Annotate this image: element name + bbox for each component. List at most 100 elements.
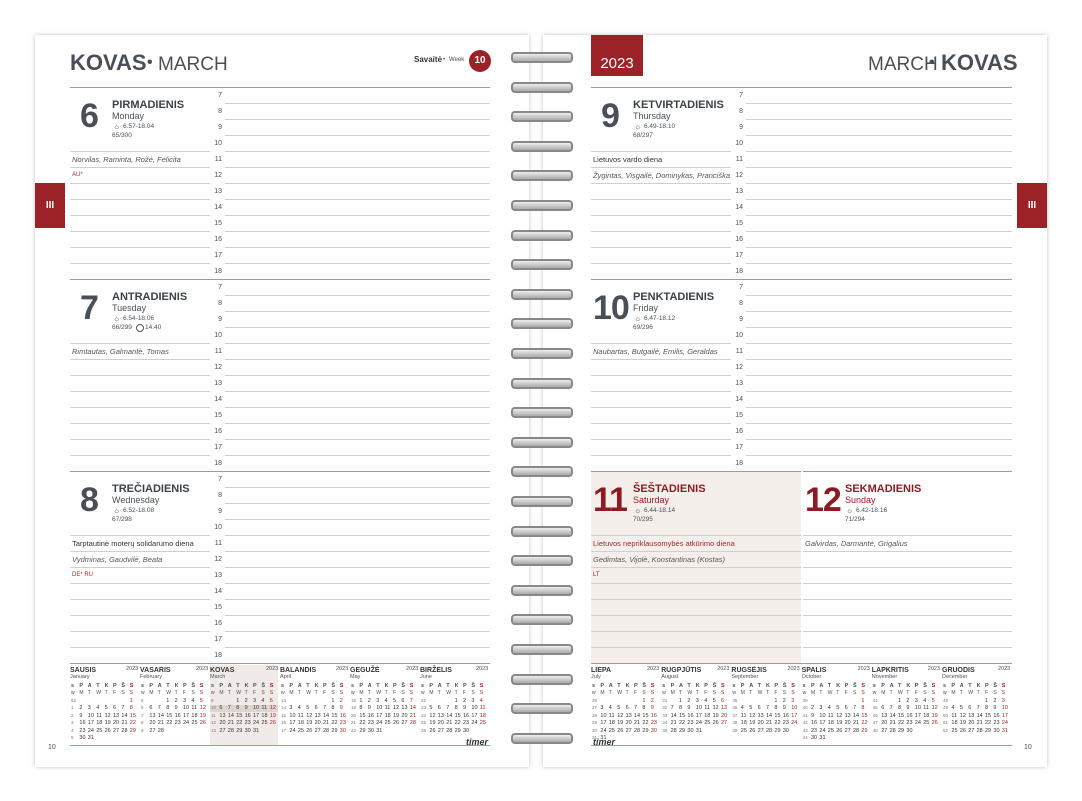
- hour-label: 13: [735, 188, 743, 195]
- hour-label: 12: [214, 364, 222, 371]
- weekday-en: F: [704, 690, 708, 696]
- month-en: May: [350, 674, 361, 680]
- weekday-lt: S: [269, 683, 274, 689]
- rule: [746, 103, 1012, 104]
- weekday-lt: S: [861, 683, 866, 689]
- cal-day: 16: [782, 712, 789, 719]
- day-count: 69/296: [633, 324, 653, 331]
- cal-day: 17: [183, 712, 190, 719]
- rule: [746, 295, 1012, 296]
- weekday-lt: Š: [191, 683, 196, 689]
- cal-day: 3: [253, 698, 257, 704]
- weekday-lt: P: [985, 683, 989, 689]
- cal-day: 25: [384, 720, 391, 727]
- hour-label: 14: [735, 396, 743, 403]
- cal-day: 21: [766, 720, 773, 727]
- weekday-en: T: [608, 690, 612, 696]
- hour-label: 11: [214, 348, 222, 355]
- cal-day: 31: [87, 735, 94, 741]
- weekday-lt: K: [766, 683, 770, 689]
- cal-day: 25: [297, 727, 304, 734]
- rule: [591, 151, 731, 152]
- cal-day: 5: [959, 705, 963, 712]
- cal-day: 14: [889, 712, 896, 719]
- cal-day: 22: [359, 720, 366, 727]
- month-en: September: [731, 674, 759, 680]
- day-number: 10: [593, 289, 630, 327]
- spiral-ring: [511, 200, 573, 211]
- cal-day: 29: [774, 727, 781, 734]
- day-name-lt: ANTRADIENIS: [112, 291, 188, 303]
- cal-day: 25: [827, 727, 834, 734]
- weekday-en: w: [141, 690, 145, 696]
- cal-day: 19: [712, 712, 719, 719]
- week-no: 1: [71, 705, 74, 711]
- cal-day: 24: [1001, 720, 1008, 727]
- weekday-lt: P: [393, 683, 397, 689]
- cal-day: 28: [889, 727, 896, 734]
- rule: [225, 311, 490, 312]
- rule: [803, 583, 1012, 584]
- rule: [225, 215, 490, 216]
- cal-day: 16: [367, 712, 374, 719]
- title-lt: KOVAS: [70, 50, 147, 75]
- spiral-ring: [511, 318, 573, 330]
- day-note: Žygintas, Visgailė, Dominykas, Pranciška: [593, 171, 730, 180]
- cal-day: 26: [836, 727, 843, 734]
- cal-day: 8: [774, 705, 778, 712]
- rule: [225, 199, 490, 200]
- cal-day: 8: [236, 705, 240, 712]
- hour-label: 9: [218, 124, 222, 131]
- cal-day: 26: [749, 727, 756, 734]
- weekday-lt: P: [951, 683, 956, 689]
- cal-day: 31: [1001, 727, 1008, 734]
- hour-label: 17: [735, 444, 743, 451]
- hour-label: 10: [735, 332, 743, 339]
- hour-label: 8: [739, 300, 743, 307]
- hour-label: 10: [214, 140, 222, 147]
- month-year: 2023: [266, 666, 279, 672]
- weekday-en: w: [351, 690, 355, 696]
- cal-day: 15: [129, 712, 136, 719]
- cal-day: 9: [906, 705, 910, 712]
- rule: [803, 631, 1012, 632]
- weekday-en: W: [96, 690, 101, 696]
- cal-day: 14: [157, 712, 164, 719]
- cal-day: 14: [121, 712, 128, 719]
- hour-label: 18: [214, 460, 222, 467]
- cal-day: 27: [968, 727, 975, 734]
- day-note: Norvilas, Raminta, Rožė, Felicita: [72, 155, 181, 164]
- weekday-lt: P: [323, 683, 327, 689]
- rule: [591, 247, 731, 248]
- rule: [70, 247, 210, 248]
- rule: [225, 391, 490, 392]
- spiral-ring: [511, 52, 573, 63]
- weekday-en: S: [791, 690, 795, 696]
- month-year: 2023: [717, 666, 730, 672]
- weekday-en: W: [166, 690, 171, 696]
- week-no: 39: [802, 698, 808, 703]
- cal-day: 25: [740, 727, 747, 734]
- cal-day: 4: [951, 705, 955, 712]
- cal-day: 20: [149, 720, 156, 727]
- week-no: 32: [662, 705, 668, 711]
- month-year: 2023: [787, 666, 800, 672]
- cal-day: 20: [625, 720, 632, 727]
- week-no: 17: [281, 727, 287, 733]
- rule: [746, 119, 1012, 120]
- cal-day: 20: [314, 720, 321, 727]
- weekday-lt: A: [157, 683, 162, 689]
- hour-label: 15: [735, 220, 743, 227]
- cal-day: 10: [695, 705, 702, 712]
- day-top-rule: [591, 87, 1012, 88]
- cal-day: 13: [113, 712, 120, 719]
- rule: [225, 503, 490, 504]
- cal-day: 22: [331, 720, 338, 727]
- rule: [591, 343, 731, 344]
- weekday-en: F: [253, 690, 257, 696]
- weekday-lt: P: [429, 683, 434, 689]
- week-no: 44: [802, 735, 808, 740]
- cal-day: 8: [129, 705, 133, 712]
- week-no: 30: [592, 727, 598, 733]
- day-note: AU*: [72, 172, 83, 178]
